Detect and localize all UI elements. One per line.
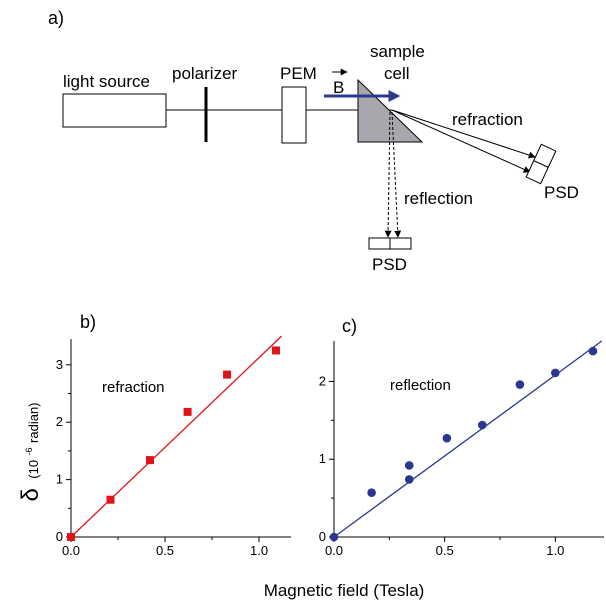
y-axis-unit-suffix: radian) (26, 403, 41, 443)
y-tick-label: 0 (319, 529, 326, 544)
y-tick-label: 0 (56, 529, 63, 544)
x-axis-label: Magnetic field (Tesla) (264, 581, 425, 600)
panel-label: c) (342, 316, 357, 336)
pem-box (281, 86, 307, 144)
data-point (404, 461, 414, 470)
y-tick-label: 2 (56, 414, 63, 429)
data-point (106, 495, 115, 504)
x-tick-label: 0.0 (62, 543, 80, 558)
data-point (515, 380, 525, 389)
data-point (329, 532, 339, 542)
reflection-plot: 0 1 2 0.0 0.5 1.0 c) reflection (319, 316, 604, 558)
reflection-ray-2 (391, 111, 402, 238)
sample-cell-label-line1: sample (370, 42, 425, 61)
x-tick-label: 0.0 (325, 543, 343, 558)
plot-annotation: refraction (102, 379, 165, 396)
psd-bottom-label: PSD (372, 255, 407, 274)
plot-annotation: reflection (390, 377, 451, 394)
psd-right-divider (533, 160, 549, 168)
pem-label: PEM (280, 64, 317, 83)
data-point (223, 370, 232, 379)
x-tick-label: 1.0 (250, 543, 268, 558)
psd-detector-right (525, 143, 557, 185)
x-tick-label: 1.0 (546, 543, 564, 558)
data-point (442, 433, 452, 443)
x-tick-label: 0.5 (436, 543, 454, 558)
data-point (67, 533, 75, 541)
data-point (588, 346, 598, 356)
y-tick-label: 3 (56, 357, 63, 372)
data-point (183, 407, 192, 416)
data-point (477, 420, 487, 430)
refraction-ray-1 (391, 109, 536, 159)
y-axis-unit-exponent: -6 (24, 447, 34, 455)
fit-line (333, 340, 603, 538)
panel-a-label: a) (48, 8, 64, 28)
data-point (404, 475, 414, 484)
panel-label: b) (80, 312, 96, 332)
y-axis-unit-prefix: (10 (26, 460, 41, 479)
x-tick-label: 0.5 (156, 543, 174, 558)
refraction-plot: 0 1 2 3 0.0 0.5 1.0 b) refraction (56, 312, 291, 558)
psd-right-label: PSD (544, 183, 579, 202)
fit-line (70, 335, 283, 538)
polarizer-label: polarizer (172, 64, 238, 83)
y-axis-label: δ (10 -6 radian) (17, 403, 44, 502)
sample-cell-label-line2: cell (384, 64, 410, 83)
setup-diagram: a) light source polarizer PEM sample cel… (48, 8, 579, 274)
light-source-box (62, 93, 167, 128)
y-tick-label: 1 (56, 472, 63, 487)
y-tick-label: 1 (319, 451, 326, 466)
field-label: B (333, 78, 344, 97)
light-source-label: light source (63, 72, 150, 91)
data-point (145, 456, 154, 465)
refraction-ray-2 (391, 109, 531, 173)
y-axis-symbol: δ (17, 488, 44, 501)
data-point (271, 346, 280, 355)
svg-text:δ (10 -6 ra: δ (10 -6 radian) (17, 403, 44, 502)
y-tick-label: 2 (319, 373, 326, 388)
data-point (551, 368, 560, 378)
reflection-ray-1 (384, 111, 392, 238)
data-point (367, 488, 376, 497)
refraction-label: refraction (452, 110, 523, 129)
reflection-label: reflection (404, 189, 473, 208)
